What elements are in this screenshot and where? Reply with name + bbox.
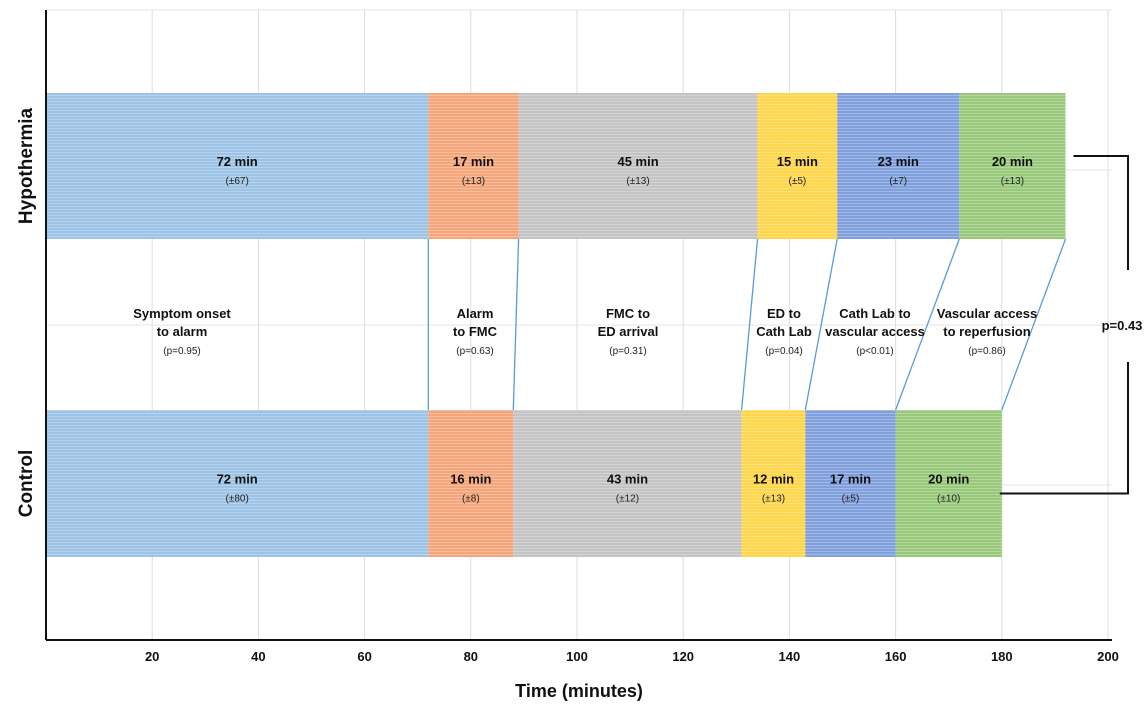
x-tick-label: 120 [672,649,694,664]
x-tick-label: 100 [566,649,588,664]
phase-p-value: (p=0.04) [765,346,803,357]
bar-segment-texture [428,410,514,557]
phase-label: Symptom onset [133,306,231,321]
bar-sd-label: (±13) [462,176,485,187]
phase-label: FMC to [606,306,650,321]
x-tick-label: 80 [464,649,478,664]
row-label: Control [16,450,37,518]
axes: 20 40 60 80 100 120 140 160 180 200 Time (minutes)… [16,10,1142,701]
bar-value-label: 45 min [617,154,658,169]
bar-labels: 72 min (±67) 17 min (±13) 45 min (±13) 15 min (… [217,154,1034,505]
row-label: Hypothermia [16,108,37,225]
bar-segment-texture [46,93,429,239]
phase-label: ED arrival [598,324,659,339]
x-tick-label: 40 [251,649,265,664]
bar-segment-texture [959,93,1066,239]
bar-sd-label: (±13) [1001,176,1024,187]
bar-value-label: 20 min [928,472,969,487]
bars [46,93,1066,557]
phase-p-value: (p<0.01) [856,346,894,357]
phase-p-value: (p=0.86) [968,346,1006,357]
bar-value-label: 17 min [830,472,871,487]
phase-label: Vascular access [937,306,1037,321]
x-tick-label: 200 [1097,649,1119,664]
x-tick-label: 160 [885,649,907,664]
phase-p-value: (p=0.63) [456,346,494,357]
bar-value-label: 20 min [992,154,1033,169]
bar-segment-texture [513,410,742,557]
phase-label: vascular access [825,324,925,339]
bar-segment-texture [46,410,429,557]
bar-value-label: 15 min [777,154,818,169]
x-axis-title: Time (minutes) [515,681,643,701]
bar-segment-texture [895,410,1002,557]
connector-line [512,238,520,411]
phase-label: ED to [767,306,801,321]
phase-label: Cath Lab [756,324,812,339]
connector-line [740,238,759,411]
phase-label: to FMC [453,324,498,339]
phase-p-value: (p=0.31) [609,346,647,357]
bar-value-label: 17 min [453,154,494,169]
bar-sd-label: (±12) [616,494,639,505]
bar-sd-label: (±10) [937,494,960,505]
bar-value-label: 12 min [753,472,794,487]
phase-label: to alarm [157,324,208,339]
x-tick-label: 140 [779,649,801,664]
connector-lines [427,238,1067,411]
phase-labels: Symptom onset to alarm (p=0.95) Alarm to FMC… [133,306,1037,357]
bar-value-label: 23 min [878,154,919,169]
x-tick-label: 20 [145,649,159,664]
bar-sd-label: (±5) [842,494,860,505]
bar-sd-label: (±80) [226,494,249,505]
bar-segment-texture [805,410,896,557]
bar-sd-label: (±8) [462,494,480,505]
bar-segment-texture [741,410,806,557]
x-tick-label: 180 [991,649,1013,664]
phase-label: Alarm [457,306,494,321]
bar-value-label: 43 min [607,472,648,487]
overall-bracket-top [1073,155,1129,270]
phase-p-value: (p=0.95) [163,346,201,357]
bar-value-label: 72 min [217,154,258,169]
bar-segment-texture [837,93,960,239]
connector-line [804,238,838,411]
phase-label: Cath Lab to [839,306,911,321]
bar-value-label: 72 min [217,472,258,487]
overall-p-value: p=0.43 [1102,318,1143,333]
bar-sd-label: (±13) [762,494,785,505]
bar-segment-texture [757,93,838,239]
connector-line [894,238,960,411]
connector-line [1001,238,1067,411]
x-tick-label: 60 [357,649,371,664]
bar-segment-texture [518,93,758,239]
bar-sd-label: (±7) [889,176,907,187]
overall-bracket-bottom [999,362,1129,495]
bar-sd-label: (±13) [626,176,649,187]
bar-sd-label: (±67) [226,176,249,187]
bar-value-label: 16 min [450,472,491,487]
bar-sd-label: (±5) [789,176,807,187]
bar-segment-texture [428,93,519,239]
phase-label: to reperfusion [943,324,1030,339]
